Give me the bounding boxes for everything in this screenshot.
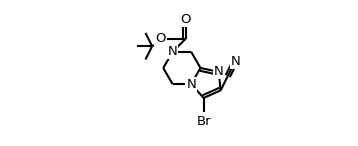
Text: N: N: [168, 45, 178, 58]
Text: N: N: [186, 78, 196, 91]
Text: O: O: [180, 13, 191, 26]
Text: O: O: [155, 32, 166, 45]
Text: N: N: [214, 65, 223, 78]
Text: N: N: [231, 55, 241, 68]
Text: Br: Br: [196, 115, 211, 128]
